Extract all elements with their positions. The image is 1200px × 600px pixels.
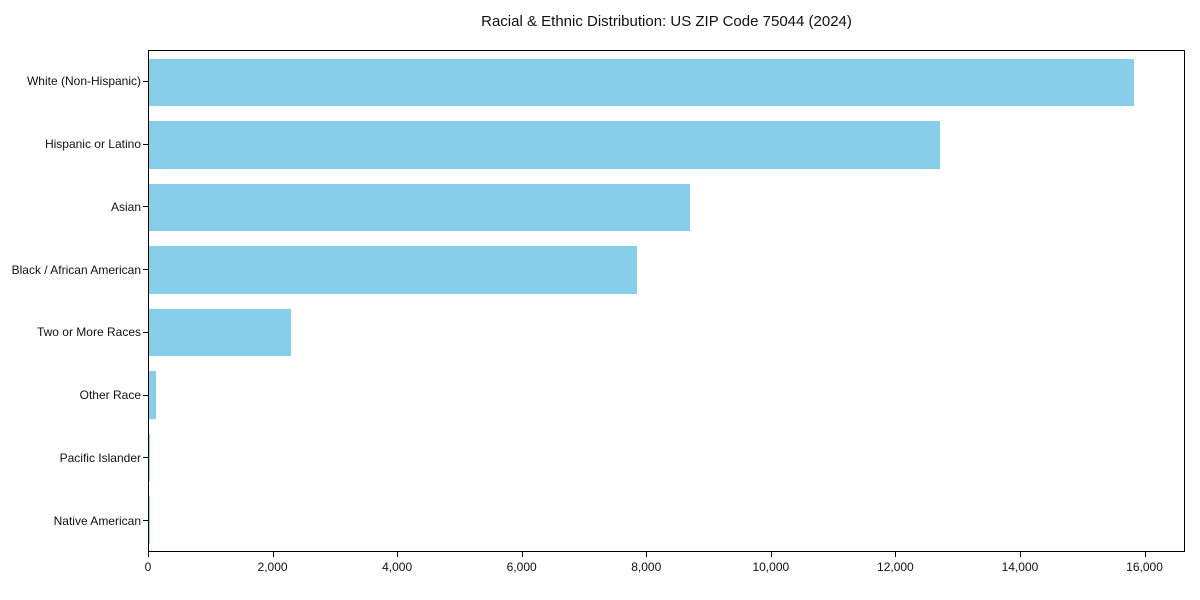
- y-axis-labels: White (Non-Hispanic) Hispanic or Latino As…: [0, 50, 141, 552]
- x-tick-mark: [646, 552, 648, 557]
- x-tick-label-0: 0: [144, 560, 152, 574]
- bar-asian: [149, 183, 691, 231]
- y-tick-mark: [143, 331, 148, 333]
- y-tick-label-hispanic-or-latino: Hispanic or Latino: [44, 137, 141, 152]
- bar-row-native-american: [149, 489, 1184, 552]
- y-tick-label-pacific-islander: Pacific Islander: [59, 450, 141, 465]
- y-tick-label-native-american: Native American: [53, 513, 141, 528]
- y-tick-label-two-or-more-races: Two or More Races: [36, 325, 141, 340]
- x-tick-label-14000: 14,000: [1001, 560, 1039, 574]
- x-tick-label-4000: 4,000: [382, 560, 413, 574]
- y-tick-label-other-race: Other Race: [79, 388, 141, 403]
- x-tick-mark: [770, 552, 772, 557]
- bar-hispanic-or-latino: [149, 121, 940, 169]
- bar-white-non-hispanic: [149, 58, 1135, 106]
- x-tick-mark: [521, 552, 523, 557]
- bar-pacific-islander: [149, 433, 151, 481]
- y-tick-mark: [143, 206, 148, 208]
- x-tick-label-2000: 2,000: [257, 560, 288, 574]
- y-tick-mark: [143, 394, 148, 396]
- bar-native-american: [149, 496, 150, 544]
- y-tick-mark: [143, 143, 148, 145]
- x-tick-mark: [895, 552, 897, 557]
- x-tick-mark: [148, 552, 149, 557]
- bar-row-other-race: [149, 364, 1184, 427]
- y-tick-label-asian: Asian: [110, 199, 141, 214]
- bar-row-two-or-more-races: [149, 301, 1184, 364]
- x-tick-label-16000: 16,000: [1126, 560, 1163, 574]
- bar-row-hispanic-or-latino: [149, 114, 1184, 177]
- x-tick-label-6000: 6,000: [506, 560, 537, 574]
- x-tick-mark: [1144, 552, 1146, 557]
- x-tick-label-12000: 12,000: [877, 560, 914, 574]
- y-tick-mark: [143, 457, 148, 459]
- x-tick-mark: [272, 552, 274, 557]
- bar-black-african-american: [149, 246, 637, 294]
- bar-row-black-african-american: [149, 239, 1184, 302]
- bar-two-or-more-races: [149, 308, 292, 356]
- plot-area: [148, 50, 1185, 552]
- y-axis-ticks: [143, 50, 148, 552]
- bar-row-white-non-hispanic: [149, 51, 1184, 114]
- x-tick-label-8000: 8,000: [631, 560, 662, 574]
- x-tick-mark: [1019, 552, 1021, 557]
- chart-title: Racial & Ethnic Distribution: US ZIP Cod…: [481, 13, 852, 30]
- y-tick-label-black-african-american: Black / African American: [11, 262, 141, 277]
- y-tick-mark: [143, 269, 148, 271]
- x-tick-label-10000: 10,000: [752, 560, 790, 574]
- bar-rows: [149, 51, 1184, 551]
- bar-row-asian: [149, 176, 1184, 239]
- x-tick-mark: [397, 552, 399, 557]
- y-tick-mark: [143, 80, 148, 82]
- y-tick-label-white-non-hispanic: White (Non-Hispanic): [26, 74, 141, 89]
- bar-row-pacific-islander: [149, 426, 1184, 489]
- y-tick-mark: [143, 520, 148, 522]
- bar-other-race: [149, 371, 157, 419]
- x-axis: 0 2,000 4,000 6,000 8,000 10,000 12,000 14,000 1…: [144, 552, 1185, 582]
